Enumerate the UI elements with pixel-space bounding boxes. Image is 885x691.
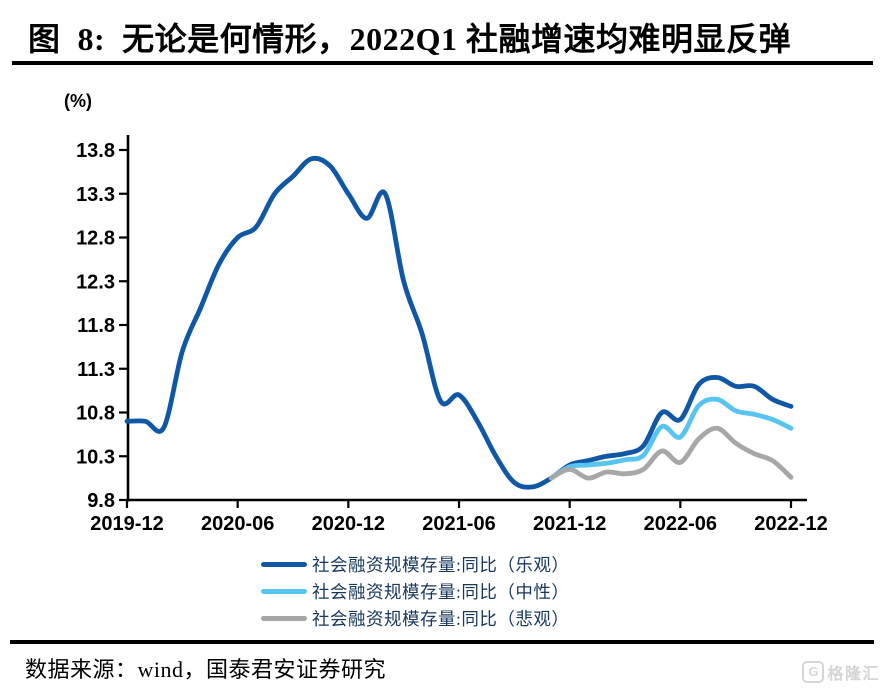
- sofr-growth-line-chart: (%)13.813.312.812.311.811.310.810.39.820…: [64, 91, 828, 535]
- x-tick-label: 2020-12: [312, 513, 385, 535]
- x-tick-label: 2021-12: [533, 513, 606, 535]
- series-line-pessimistic: [548, 425, 794, 481]
- source-note: 数据来源：wind，国泰君安证券研究: [25, 657, 387, 682]
- y-tick-label: 11.3: [77, 359, 115, 381]
- y-tick-label: 11.8: [77, 315, 115, 337]
- x-tick-label: 2022-12: [754, 513, 827, 535]
- y-tick-label: 10.3: [76, 446, 115, 468]
- y-tick-label: 12.8: [76, 228, 115, 250]
- legend-item-optimistic: 社会融资规模存量:同比（乐观）: [261, 551, 569, 578]
- figure-title: 图 8: 无论是何情形，2022Q1 社融增速均难明显反弹: [28, 21, 792, 57]
- legend-item-pessimistic: 社会融资规模存量:同比（悲观）: [261, 605, 569, 632]
- legend-label-optimistic: 社会融资规模存量:同比（乐观）: [312, 555, 570, 575]
- footer-divider: [10, 640, 874, 644]
- series-line-neutral: [548, 396, 794, 481]
- y-tick-label: 13.3: [76, 184, 115, 206]
- y-tick-label: 10.8: [76, 403, 115, 425]
- legend-swatch-pessimistic: [261, 616, 307, 621]
- x-tick-label: 2022-06: [644, 513, 717, 535]
- legend-swatch-optimistic: [261, 562, 307, 567]
- gelonghui-watermark: G 格隆汇: [802, 660, 880, 684]
- legend-label-neutral: 社会融资规模存量:同比（中性）: [312, 582, 570, 602]
- legend-label-pessimistic: 社会融资规模存量:同比（悲观）: [312, 609, 570, 629]
- x-tick-label: 2019-12: [90, 513, 163, 535]
- y-tick-label: 13.8: [76, 140, 115, 162]
- chart-legend: 社会融资规模存量:同比（乐观） 社会融资规模存量:同比（中性） 社会融资规模存量…: [261, 551, 569, 632]
- x-tick-label: 2021-06: [422, 513, 495, 535]
- series-line-optimistic: [124, 155, 794, 490]
- y-tick-label: 12.3: [76, 271, 115, 293]
- y-axis-unit-label: (%): [64, 91, 92, 111]
- title-divider: [12, 61, 873, 65]
- legend-swatch-neutral: [261, 589, 307, 594]
- gelonghui-logo-icon: G: [802, 661, 825, 683]
- legend-item-neutral: 社会融资规模存量:同比（中性）: [261, 578, 569, 605]
- watermark-text: 格隆汇: [827, 666, 880, 683]
- y-tick-label: 9.8: [87, 490, 115, 512]
- x-tick-label: 2020-06: [201, 513, 274, 535]
